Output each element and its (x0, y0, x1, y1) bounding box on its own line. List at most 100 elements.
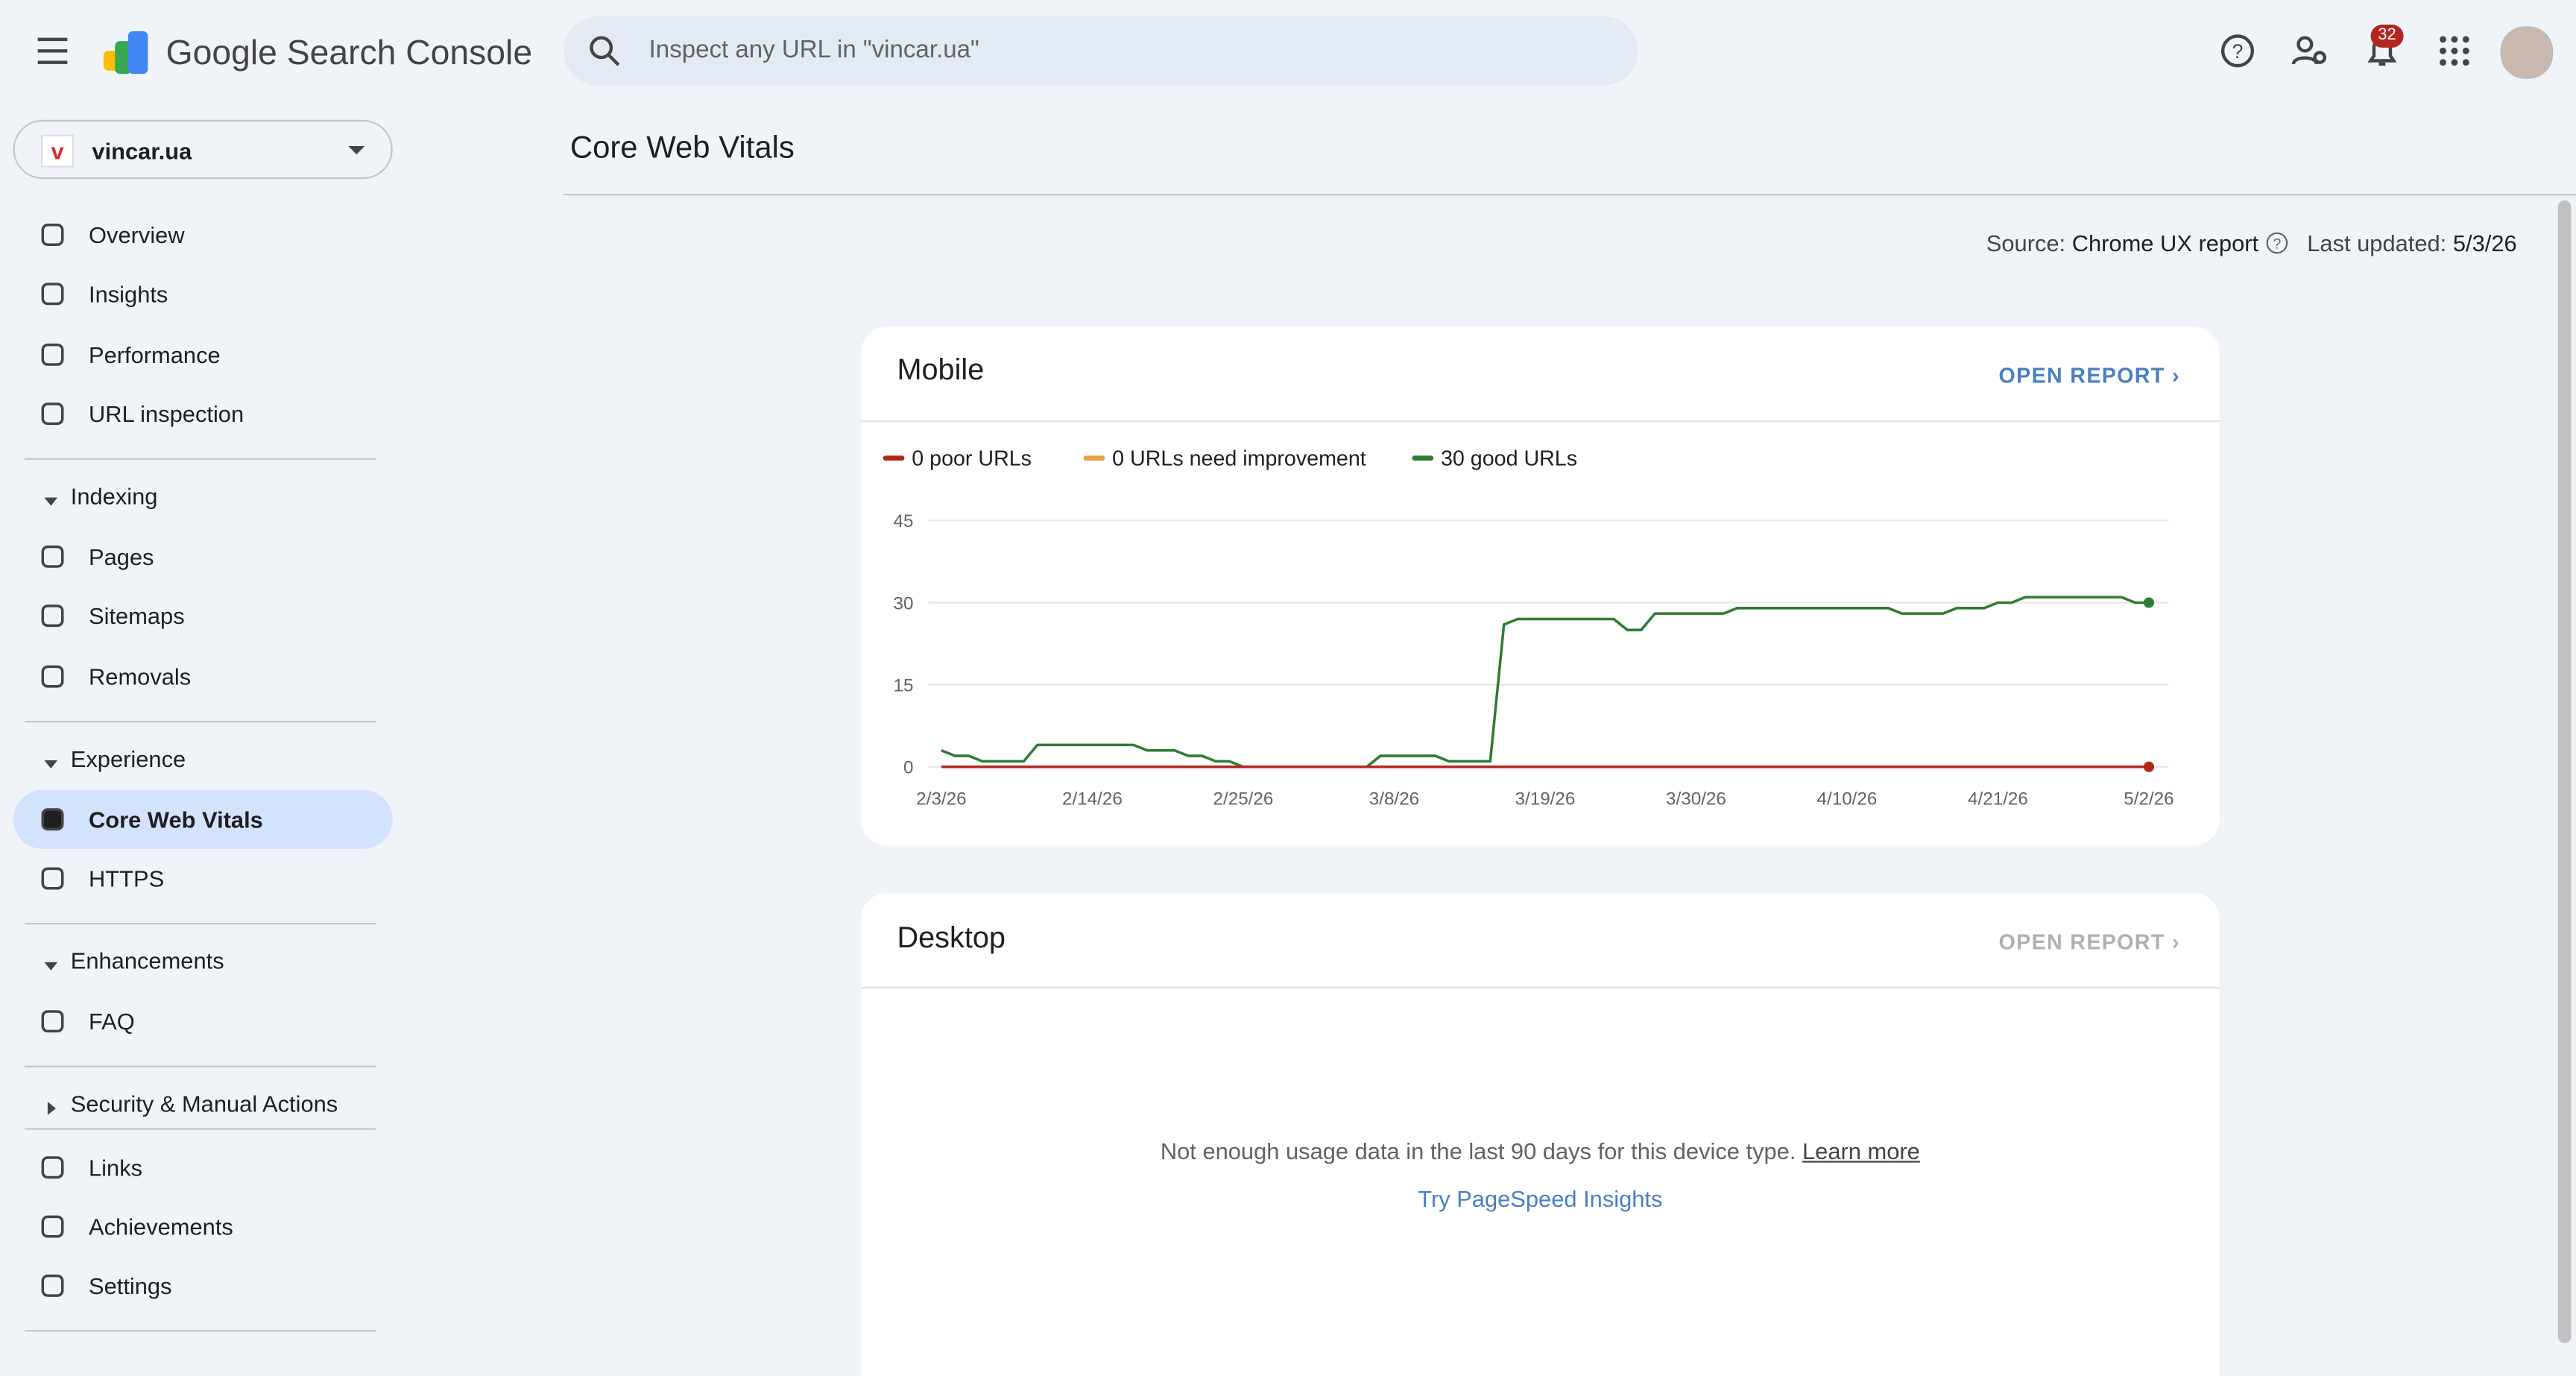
updated-label: Last updated: (2307, 230, 2447, 256)
section-title[interactable]: Enhancements (70, 947, 224, 973)
nav-item[interactable]: Insights (89, 281, 168, 308)
card-title: Desktop (897, 921, 1006, 954)
notification-badge: 32 (2370, 25, 2404, 48)
divider (25, 1331, 376, 1333)
message: Not enough usage data in the last 90 day… (1160, 1137, 1796, 1164)
legend-label: 30 good URLs (1441, 447, 1577, 471)
nav-icon (40, 1273, 66, 1299)
section-title[interactable]: Indexing (70, 482, 158, 509)
property-selector[interactable]: v vincar.ua (13, 119, 393, 180)
source: Chrome UX report (2071, 230, 2259, 256)
legend-label: 0 poor URLs (912, 447, 1032, 471)
divider (25, 1127, 376, 1130)
x-tick-label: 2/25/26 (1213, 789, 1274, 809)
pagespeed-link[interactable]: Try PageSpeed Insights (1418, 1185, 1663, 1212)
section-caret (42, 750, 59, 768)
card-title: Mobile (897, 353, 985, 386)
divider (860, 420, 2220, 423)
nav-icon (40, 1154, 66, 1180)
nav-item[interactable]: Overview (89, 221, 185, 248)
nav-item[interactable]: URL inspection (89, 400, 244, 427)
divider (25, 922, 376, 924)
section-title[interactable]: Experience (70, 745, 186, 771)
divider (564, 193, 2576, 196)
help-icon[interactable]: ? (2220, 33, 2255, 69)
nav-icon (40, 543, 66, 569)
help-icon[interactable]: ? (2265, 232, 2288, 255)
source-label: Source: (1986, 230, 2066, 256)
x-tick-label: 3/8/26 (1369, 789, 1419, 809)
end-point (2143, 761, 2155, 772)
nav-item[interactable]: Achievements (89, 1214, 233, 1240)
nav-icon (40, 865, 66, 891)
x-tick-label: 2/14/26 (1062, 789, 1123, 809)
x-tick-label: 4/21/26 (1968, 789, 2028, 809)
nav-item[interactable]: Removals (89, 662, 192, 689)
no-data-message: Not enough usage data in the last 90 day… (861, 1138, 2220, 1164)
page-title: Core Web Vitals (569, 131, 795, 166)
nav-item[interactable]: Sitemaps (89, 602, 185, 630)
nav-icon (40, 603, 66, 629)
x-tick-label: 2/3/26 (916, 789, 966, 809)
chart: 0 15 30 45 2/3/26 2/14/26 2/25/26 3/8/26 3/19/26… (883, 447, 2174, 809)
logo (103, 31, 148, 75)
property-favicon: v (41, 134, 75, 168)
svg-text:?: ? (2232, 40, 2244, 63)
y-tick-label: 0 (903, 758, 913, 778)
nav-icon (40, 341, 66, 367)
search-placeholder: Inspect any URL in "vincar.ua" (648, 36, 979, 64)
nav-item[interactable]: Settings (89, 1273, 172, 1300)
dropdown-arrow (348, 146, 365, 155)
source-info: Source: Chrome UX report ? Last updated:… (1986, 230, 2517, 256)
nav-icon (40, 281, 66, 307)
menu-icon[interactable] (33, 33, 72, 69)
x-tick-label: 4/10/26 (1817, 789, 1878, 809)
mobile-card: Mobile OPEN REPORT › 0 15 30 45 2/3/26 2/14/2… (860, 326, 2220, 846)
users-icon[interactable] (2291, 33, 2330, 69)
open-report-label: OPEN REPORT (1998, 929, 2165, 954)
section-caret (42, 487, 59, 506)
end-point (2143, 597, 2155, 608)
nav-item[interactable]: Core Web Vitals (89, 805, 263, 832)
property-name: vincar.ua (92, 138, 192, 165)
nav-item[interactable]: FAQ (89, 1008, 135, 1035)
section-caret (42, 952, 59, 971)
scrollbar (2557, 200, 2572, 1343)
nav-item[interactable]: Links (89, 1154, 143, 1181)
svg-text:?: ? (2273, 236, 2281, 253)
nav-icon (40, 663, 66, 689)
section-caret (42, 1095, 59, 1115)
x-tick-label: 5/2/26 (2124, 789, 2174, 809)
divider (860, 986, 2220, 989)
nav-icon (40, 806, 66, 832)
open-report[interactable]: OPEN REPORT › (1998, 362, 2180, 388)
legend-label: 0 URLs need improvement (1112, 447, 1366, 471)
open-report-label: OPEN REPORT (1998, 362, 2165, 388)
nav-icon (40, 1214, 66, 1240)
divider (25, 719, 376, 722)
y-tick-label: 30 (894, 593, 914, 613)
divider (25, 458, 376, 460)
search-box[interactable]: Inspect any URL in "vincar.ua" (564, 16, 1638, 86)
nav-item[interactable]: HTTPS (89, 865, 165, 891)
nav-icon (40, 221, 66, 247)
avatar[interactable] (2500, 26, 2554, 79)
section-title[interactable]: Security & Manual Actions (70, 1090, 338, 1117)
desktop-card: Desktop OPEN REPORT › Not enough usage d… (860, 893, 2220, 1376)
x-tick-label: 3/30/26 (1666, 789, 1726, 809)
active-highlight (13, 789, 393, 848)
nav-item[interactable]: Performance (89, 341, 221, 367)
open-report: OPEN REPORT › (1998, 929, 2180, 954)
learn-more-link[interactable]: Learn more (1802, 1137, 1920, 1164)
y-tick-label: 45 (894, 511, 914, 531)
y-tick-label: 15 (894, 675, 914, 695)
apps-icon[interactable] (2438, 34, 2471, 67)
divider (25, 1065, 376, 1067)
series-line (941, 596, 2149, 769)
nav-item[interactable]: Pages (89, 543, 154, 570)
search-icon (590, 36, 620, 66)
nav-icon (40, 1008, 66, 1034)
product-name[interactable]: Google Search Console (165, 34, 533, 72)
